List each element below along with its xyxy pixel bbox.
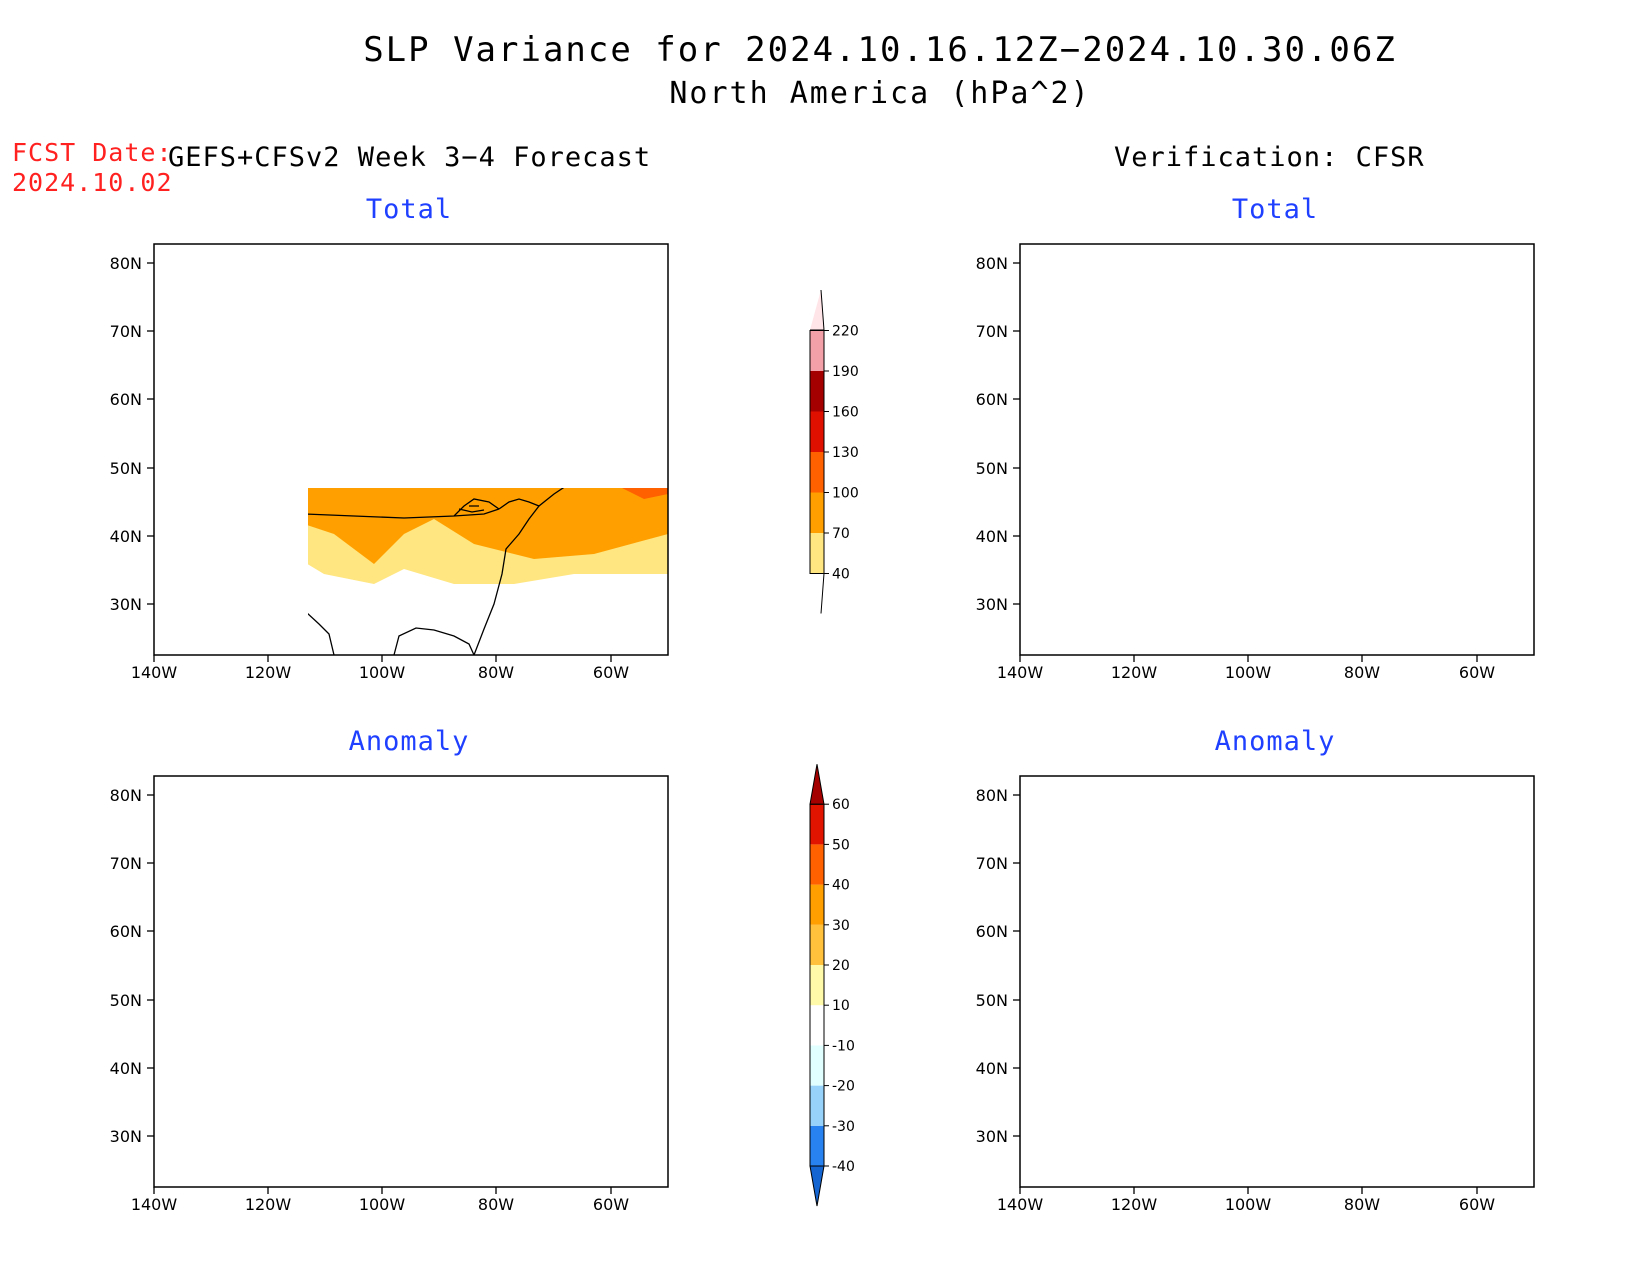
colorbar-swatch	[810, 884, 824, 925]
fcst-date-label: FCST Date:	[12, 138, 173, 167]
panel-title-forecast-anomaly: Anomaly	[348, 726, 470, 757]
lon-label: 80W	[1344, 1195, 1380, 1214]
lon-label: 80W	[478, 663, 514, 682]
colorbar-label: 220	[832, 324, 859, 340]
colorbar-label: 50	[832, 837, 850, 853]
colorbar-swatch	[810, 411, 824, 452]
colorbar-label: 30	[832, 918, 850, 934]
lon-label: 60W	[593, 663, 629, 682]
lat-label: 30N	[976, 595, 1008, 614]
lon-label: 120W	[245, 663, 292, 682]
lon-label: 100W	[359, 663, 406, 682]
colorbar-label: 20	[832, 958, 850, 974]
lat-label: 60N	[976, 390, 1008, 409]
colorbar-swatch	[810, 371, 824, 412]
colorbar-swatch	[810, 924, 824, 965]
colorbar-swatch	[810, 330, 824, 371]
lat-label: 40N	[976, 1059, 1008, 1078]
lat-label: 60N	[110, 390, 142, 409]
colorbar-label: 130	[832, 445, 859, 461]
anomaly-colorbar: -40 -30 -20 -10 10 20 30 40 50 60	[809, 764, 855, 1207]
colorbar-label: 10	[832, 998, 850, 1014]
lon-label: 120W	[1111, 663, 1158, 682]
panel-title-verification-total: Total	[1231, 194, 1319, 225]
lon-label: 100W	[359, 1195, 406, 1214]
colorbar-swatch	[810, 1005, 824, 1046]
lat-label: 30N	[110, 595, 142, 614]
panel-title-forecast-total: Total	[365, 194, 453, 225]
lon-label: 140W	[997, 1195, 1044, 1214]
colorbar-swatch	[810, 844, 824, 885]
colorbar-label: 160	[832, 405, 859, 421]
colorbar-swatch	[810, 1125, 824, 1166]
lat-label: 80N	[110, 254, 142, 273]
colorbar-label: -10	[832, 1038, 855, 1054]
forecast-total-map	[308, 488, 669, 656]
lon-label: 140W	[131, 1195, 178, 1214]
colorbar-end-high	[809, 764, 825, 805]
lon-label: 100W	[1225, 1195, 1272, 1214]
lat-label: 50N	[110, 991, 142, 1010]
colorbar-label: -30	[832, 1119, 855, 1135]
colorbar-swatch	[810, 1045, 824, 1086]
lon-label: 80W	[1344, 663, 1380, 682]
fcst-date-value: 2024.10.02	[12, 168, 173, 197]
colorbar-label: -40	[832, 1159, 855, 1175]
left-column-header: GEFS+CFSv2 Week 3−4 Forecast	[168, 142, 652, 173]
lon-label: 60W	[1459, 663, 1495, 682]
lon-label: 120W	[1111, 1195, 1158, 1214]
colorbar-swatch	[810, 533, 824, 574]
lat-label: 40N	[110, 1059, 142, 1078]
lat-label: 60N	[110, 922, 142, 941]
lat-label: 60N	[976, 922, 1008, 941]
lat-label: 80N	[110, 786, 142, 805]
colorbar-end-high	[810, 289, 825, 331]
colorbar-swatch	[810, 804, 824, 845]
total-colorbar: 40 70 100 130 160 190 220	[809, 289, 859, 614]
colorbar-end-low	[810, 573, 825, 614]
lat-label: 50N	[976, 459, 1008, 478]
lat-label: 70N	[110, 854, 142, 873]
colorbar-label: 100	[832, 486, 859, 502]
colorbar-label: 60	[832, 797, 850, 813]
lat-label: 50N	[976, 991, 1008, 1010]
lat-label: 70N	[976, 322, 1008, 341]
figure-title: SLP Variance for 2024.10.16.12Z−2024.10.…	[363, 30, 1397, 70]
lat-label: 70N	[976, 854, 1008, 873]
colorbar-label: 40	[832, 567, 850, 583]
lat-label: 40N	[110, 527, 142, 546]
lon-label: 100W	[1225, 663, 1272, 682]
colorbar-label: 40	[832, 878, 850, 894]
lon-label: 140W	[131, 663, 178, 682]
lon-label: 60W	[593, 1195, 629, 1214]
lat-label: 40N	[976, 527, 1008, 546]
lat-label: 70N	[110, 322, 142, 341]
colorbar-label: 70	[832, 526, 850, 542]
lon-label: 140W	[997, 663, 1044, 682]
lat-label: 80N	[976, 254, 1008, 273]
lat-label: 30N	[976, 1127, 1008, 1146]
colorbar-swatch	[810, 452, 824, 493]
panel-title-verification-anomaly: Anomaly	[1214, 726, 1336, 757]
figure-subtitle: North America (hPa^2)	[669, 76, 1091, 111]
lon-label: 80W	[478, 1195, 514, 1214]
colorbar-label: -20	[832, 1079, 855, 1095]
right-column-header: Verification: CFSR	[1114, 142, 1425, 173]
lon-label: 120W	[245, 1195, 292, 1214]
verification-anomaly-map	[1020, 776, 1534, 1187]
colorbar-end-low	[809, 1165, 825, 1207]
colorbar-swatch	[810, 1085, 824, 1126]
colorbar-swatch	[810, 965, 824, 1006]
colorbar-label: 190	[832, 364, 859, 380]
verification-total-map	[1020, 244, 1534, 655]
lat-label: 50N	[110, 459, 142, 478]
lon-label: 60W	[1459, 1195, 1495, 1214]
colorbar-swatch	[810, 492, 824, 533]
lat-label: 80N	[976, 786, 1008, 805]
lat-label: 30N	[110, 1127, 142, 1146]
forecast-anomaly-map	[154, 776, 668, 1187]
